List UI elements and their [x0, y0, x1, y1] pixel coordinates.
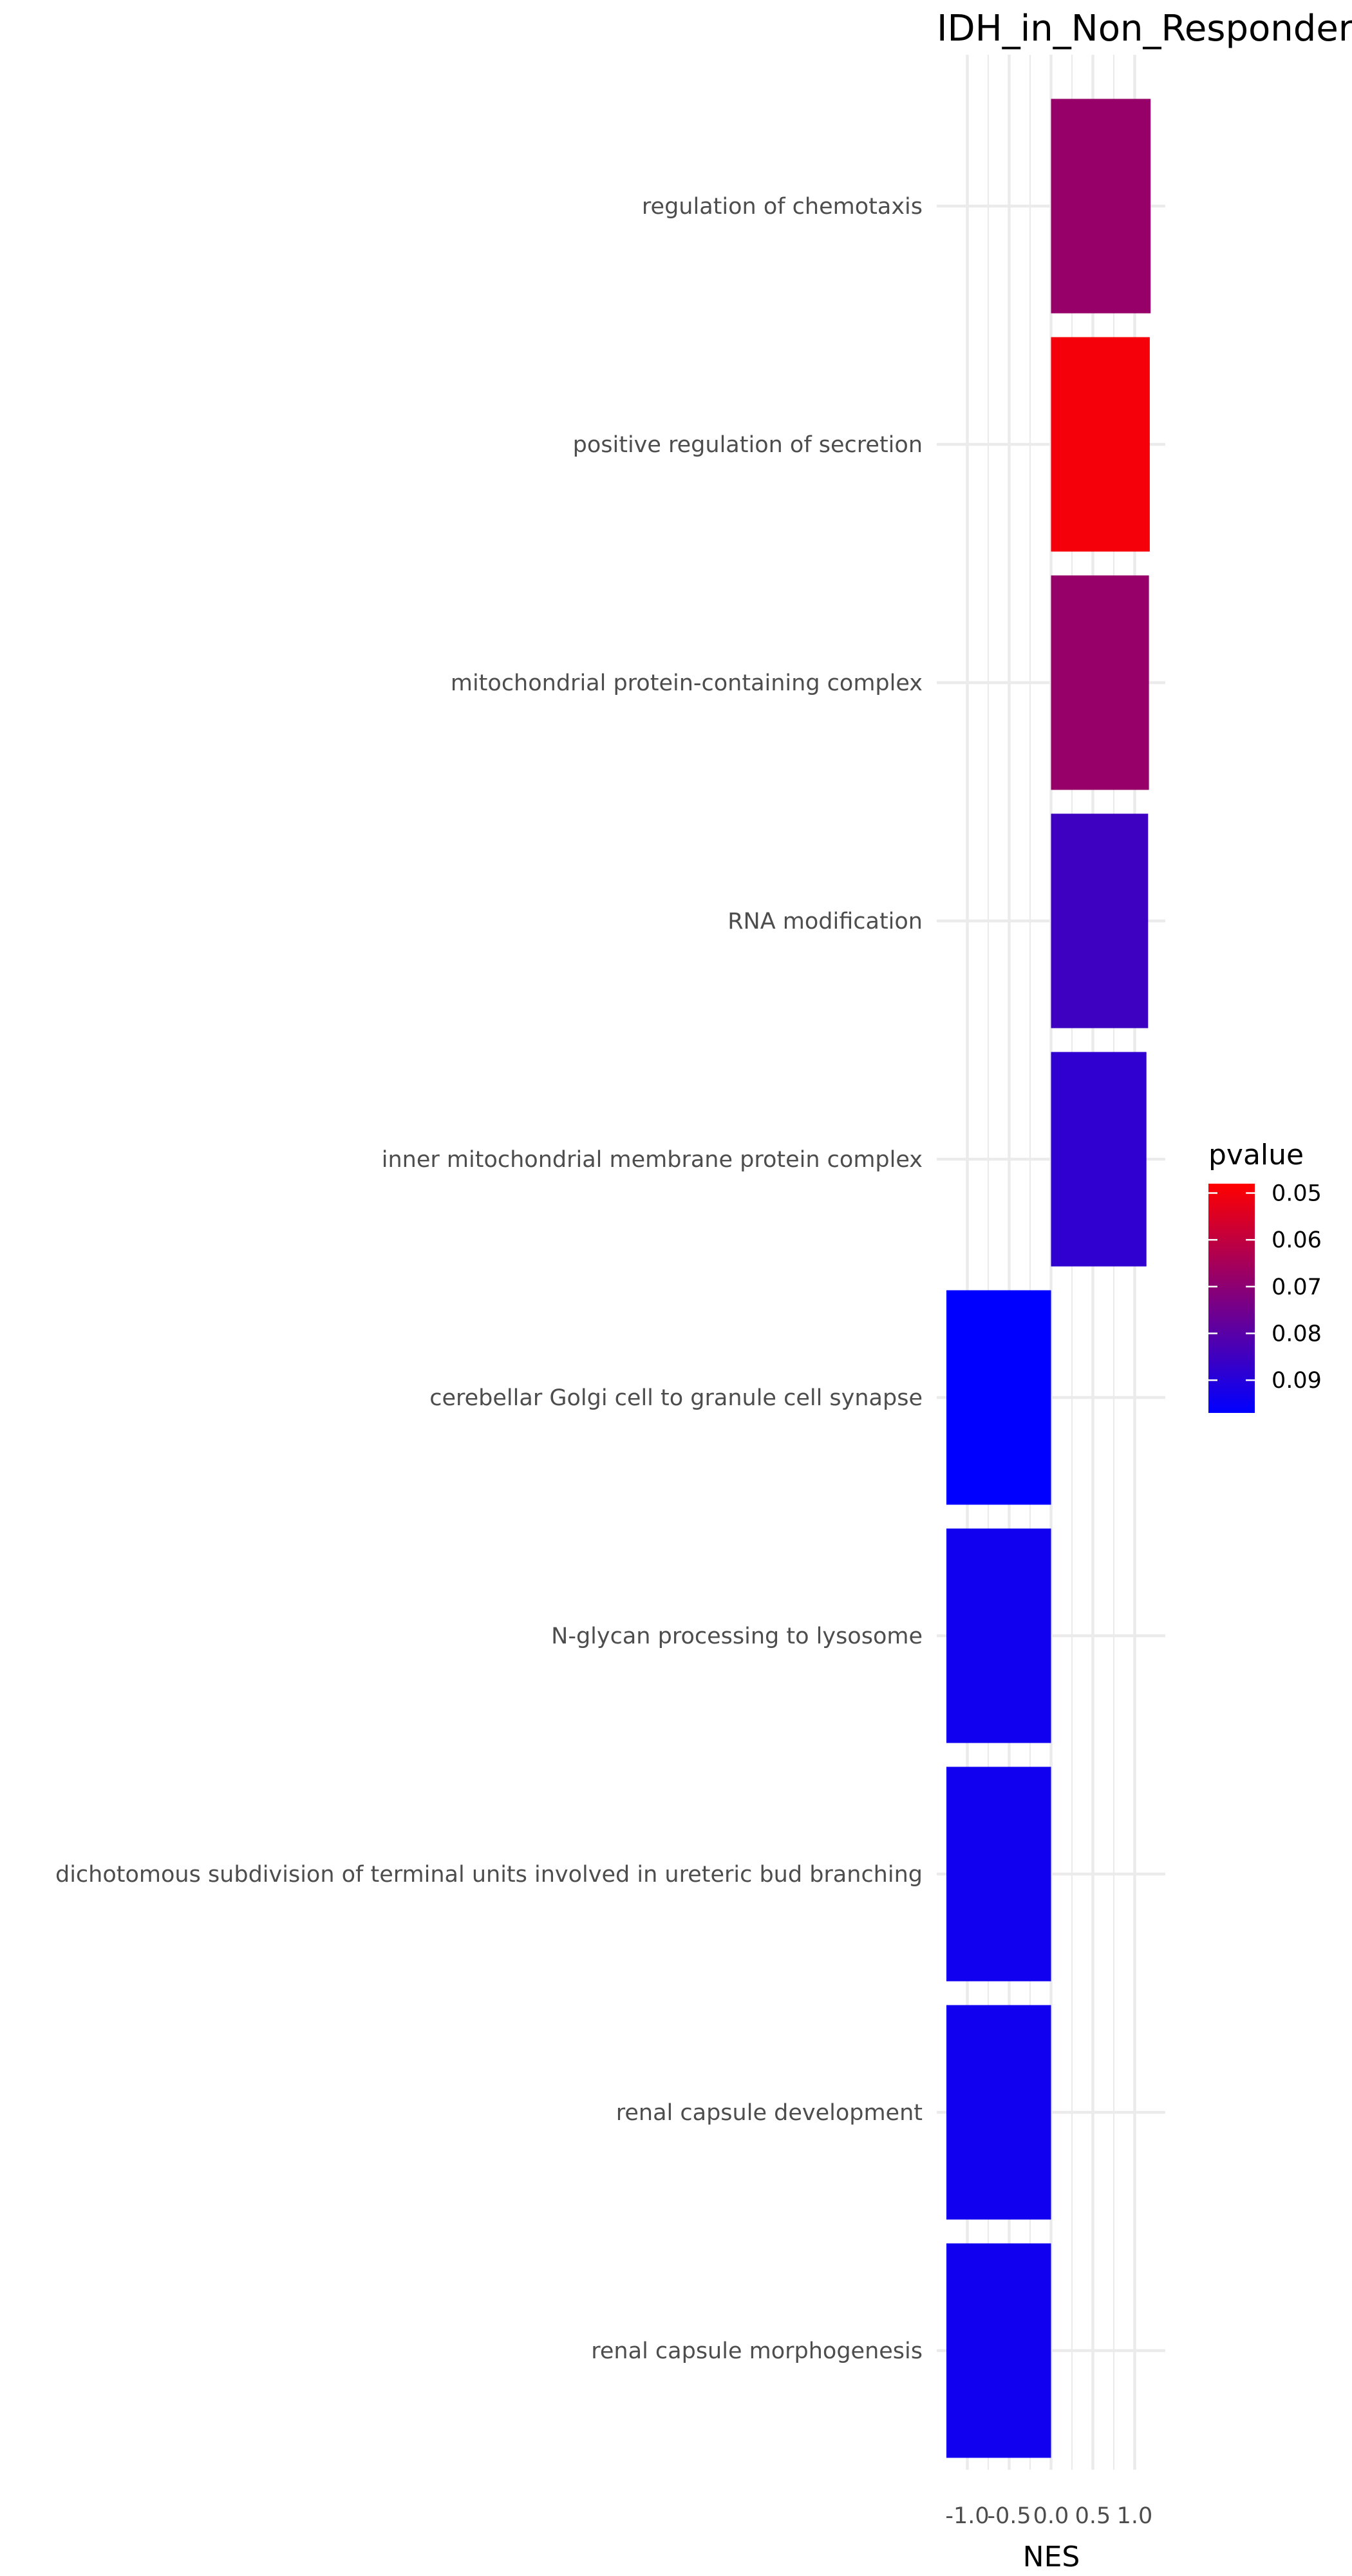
bar: [1051, 813, 1149, 1028]
legend-tick-label: 0.09: [1272, 1368, 1322, 1394]
category-label: renal capsule morphogenesis: [591, 2338, 923, 2364]
chart-title: IDH_in_Non_Responders: [937, 8, 1352, 50]
x-tick-label: -0.5: [987, 2503, 1031, 2529]
x-tick-label: 1.0: [1117, 2503, 1153, 2529]
bar: [946, 1528, 1051, 1743]
category-label: dichotomous subdivision of terminal unit…: [55, 1862, 923, 1888]
bar: [946, 1766, 1051, 1982]
category-label: RNA modification: [728, 909, 923, 934]
category-label: positive regulation of secretion: [573, 432, 923, 458]
legend-tick-label: 0.07: [1272, 1274, 1322, 1300]
x-tick-label: 0.5: [1075, 2503, 1111, 2529]
bars: [946, 99, 1151, 2458]
category-label: inner mitochondrial membrane protein com…: [382, 1147, 923, 1173]
bar: [1051, 99, 1151, 314]
legend-tick-label: 0.08: [1272, 1321, 1322, 1347]
legend-tick-label: 0.05: [1272, 1181, 1322, 1207]
bar: [1051, 575, 1149, 790]
bar: [1051, 1052, 1147, 1267]
legend: pvalue 0.05 0.06 0.07 0.08 0.09: [1208, 1139, 1322, 1413]
legend-title: pvalue: [1208, 1139, 1304, 1171]
bar: [946, 2243, 1051, 2458]
category-label: renal capsule development: [616, 2100, 923, 2126]
bar: [1051, 337, 1150, 552]
category-label: N-glycan processing to lysosome: [551, 1624, 923, 1649]
legend-ticks: 0.05 0.06 0.07 0.08 0.09: [1208, 1181, 1322, 1394]
category-labels: regulation of chemotaxis positive regulat…: [55, 194, 923, 2364]
category-label: cerebellar Golgi cell to granule cell sy…: [429, 1385, 923, 1411]
bar: [946, 2005, 1051, 2220]
category-label: regulation of chemotaxis: [642, 194, 923, 220]
legend-tick-label: 0.06: [1272, 1227, 1322, 1253]
category-label: mitochondrial protein-containing complex: [451, 670, 923, 696]
x-tick-label: 0.0: [1033, 2503, 1069, 2529]
bar: [946, 1290, 1051, 1505]
legend-colorbar: [1208, 1184, 1255, 1413]
x-axis-title: NES: [1023, 2541, 1080, 2573]
x-tick-label: -1.0: [945, 2503, 989, 2529]
x-axis-ticks: -1.0-0.5 0.0 0.5 1.0: [945, 2503, 1152, 2529]
